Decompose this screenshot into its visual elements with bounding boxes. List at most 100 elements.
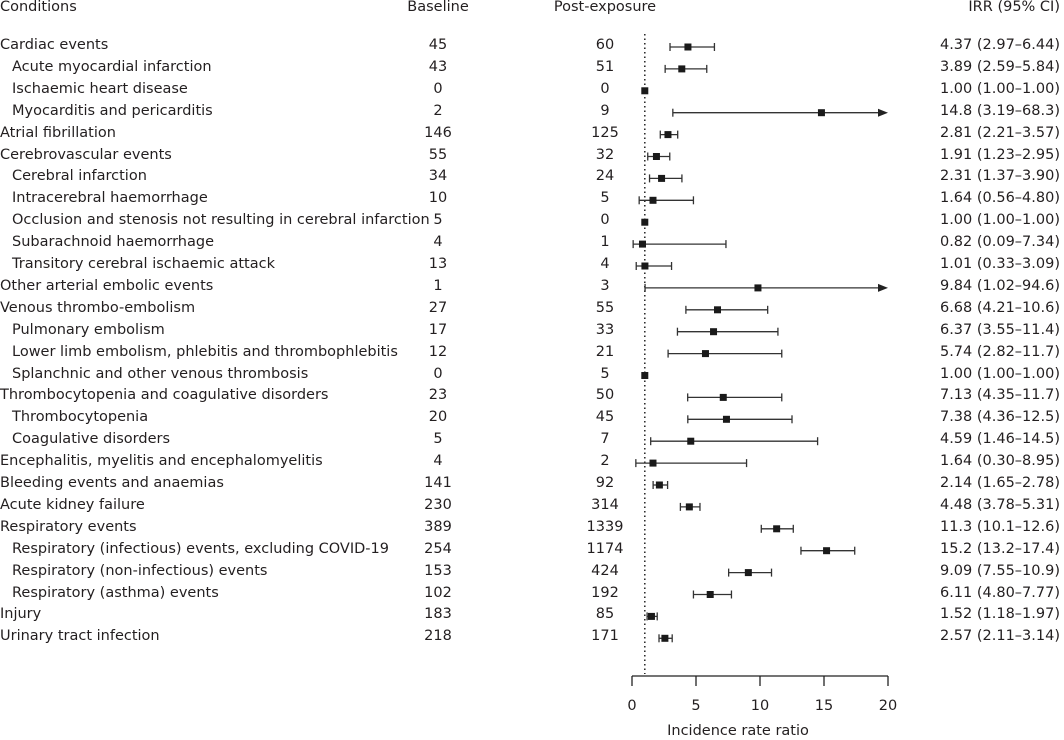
point-estimate	[714, 306, 722, 314]
point-estimate	[710, 328, 718, 336]
row-post-exposure: 424	[591, 562, 619, 579]
row-label: Thrombocytopenia and coagulative disorde…	[0, 387, 329, 404]
row-baseline: 389	[424, 518, 452, 535]
row-baseline: 17	[428, 321, 448, 338]
row-baseline: 4	[433, 234, 443, 251]
row-baseline: 34	[428, 168, 448, 185]
row-irr-text: 7.38 (4.36–12.5)	[939, 409, 1060, 426]
point-estimate	[661, 634, 669, 642]
point-estimate	[773, 525, 781, 533]
row-irr-text: 1.91 (1.23–2.95)	[939, 146, 1060, 163]
point-estimate	[687, 437, 695, 445]
point-estimate	[719, 393, 727, 401]
row-baseline: 43	[428, 58, 448, 75]
row-post-exposure: 24	[595, 168, 615, 185]
point-estimate	[706, 591, 714, 598]
row-label: Injury	[0, 606, 42, 623]
point-estimate	[638, 240, 646, 248]
row-post-exposure: 7	[600, 431, 610, 448]
row-irr-text: 1.00 (1.00–1.00)	[939, 80, 1060, 97]
row-irr-text: 2.31 (1.37–3.90)	[939, 168, 1060, 185]
row-label: Pulmonary embolism	[12, 321, 165, 338]
row-post-exposure: 0	[600, 212, 610, 229]
row-irr-text: 1.52 (1.18–1.97)	[939, 606, 1060, 623]
row-irr-text: 2.81 (2.21–3.57)	[939, 124, 1060, 141]
row-post-exposure: 0	[600, 80, 610, 97]
row-label: Ischaemic heart disease	[12, 80, 188, 97]
row-label: Coagulative disorders	[12, 431, 171, 448]
row-irr-text: 9.09 (7.55–10.9)	[939, 562, 1060, 579]
row-post-exposure: 2	[600, 453, 610, 470]
ci-arrow	[878, 108, 888, 117]
point-estimate	[754, 284, 762, 292]
row-baseline: 0	[433, 80, 443, 97]
point-estimate	[684, 43, 692, 51]
point-estimate	[685, 503, 693, 511]
x-axis-label: Incidence rate ratio	[667, 723, 809, 739]
row-label: Cardiac events	[0, 37, 109, 53]
row-post-exposure: 45	[595, 409, 615, 426]
row-label: Other arterial embolic events	[0, 277, 214, 294]
row-baseline: 153	[424, 562, 452, 579]
row-label: Respiratory (infectious) events, excludi…	[12, 540, 389, 557]
row-label: Cerebral infarction	[12, 168, 147, 185]
ci-arrow	[878, 283, 888, 292]
x-tick-label: 10	[750, 698, 770, 714]
row-irr-text: 6.11 (4.80–7.77)	[939, 584, 1060, 601]
row-post-exposure: 314	[591, 496, 619, 513]
row-post-exposure: 85	[595, 606, 615, 623]
row-post-exposure: 5	[600, 190, 610, 207]
row-irr-text: 3.89 (2.59–5.84)	[939, 58, 1060, 75]
header-conditions: Conditions	[0, 0, 77, 15]
row-baseline: 230	[424, 496, 452, 513]
point-estimate	[647, 612, 655, 620]
row-post-exposure: 3	[600, 277, 610, 294]
row-post-exposure: 32	[595, 146, 615, 163]
row-baseline: 10	[428, 190, 448, 207]
point-estimate	[722, 415, 730, 423]
row-label: Thrombocytopenia	[12, 409, 149, 426]
row-label: Encephalitis, myelitis and encephalomyel…	[0, 453, 323, 470]
point-estimate	[701, 350, 709, 358]
header-post-exposure: Post-exposure	[553, 0, 657, 15]
row-irr-text: 1.64 (0.56–4.80)	[939, 190, 1060, 207]
point-estimate	[641, 218, 649, 226]
point-estimate	[652, 153, 660, 160]
point-estimate	[641, 372, 649, 379]
x-tick-label: 15	[814, 698, 834, 714]
row-irr-text: 14.8 (3.19–68.3)	[939, 102, 1060, 119]
row-irr-text: 4.37 (2.97–6.44)	[939, 37, 1060, 53]
row-baseline: 4	[433, 453, 443, 470]
row-post-exposure: 1	[600, 234, 610, 251]
row-irr-text: 15.2 (13.2–17.4)	[939, 540, 1060, 557]
x-tick-label: 5	[691, 698, 701, 714]
row-irr-text: 7.13 (4.35–11.7)	[939, 387, 1060, 404]
row-irr-text: 6.68 (4.21–10.6)	[939, 299, 1060, 316]
row-label: Respiratory events	[0, 518, 137, 535]
point-estimate	[649, 196, 657, 204]
row-irr-text: 9.84 (1.02–94.6)	[939, 277, 1060, 294]
row-post-exposure: 4	[600, 256, 610, 272]
row-post-exposure: 51	[595, 58, 615, 75]
row-label: Lower limb embolism, phlebitis and throm…	[12, 343, 398, 360]
row-irr-text: 1.00 (1.00–1.00)	[939, 212, 1060, 229]
row-baseline: 254	[424, 540, 452, 557]
row-label: Occlusion and stenosis not resulting in …	[12, 212, 430, 229]
row-irr-text: 2.57 (2.11–3.14)	[939, 628, 1060, 645]
row-post-exposure: 171	[591, 628, 619, 645]
row-label: Transitory cerebral ischaemic attack	[12, 256, 275, 272]
row-baseline: 13	[428, 256, 448, 272]
row-label: Venous thrombo-embolism	[0, 299, 196, 316]
row-irr-text: 1.01 (0.33–3.09)	[939, 256, 1060, 272]
row-post-exposure: 55	[595, 299, 615, 316]
row-baseline: 2	[433, 102, 443, 119]
row-irr-text: 4.59 (1.46–14.5)	[939, 431, 1060, 448]
row-label: Bleeding events and anaemias	[0, 475, 224, 491]
row-label: Atrial fibrillation	[0, 124, 116, 141]
point-estimate	[658, 174, 666, 182]
row-post-exposure: 125	[591, 124, 619, 141]
header-baseline: Baseline	[407, 0, 469, 15]
row-label: Myocarditis and pericarditis	[12, 102, 213, 119]
row-baseline: 27	[428, 299, 448, 316]
